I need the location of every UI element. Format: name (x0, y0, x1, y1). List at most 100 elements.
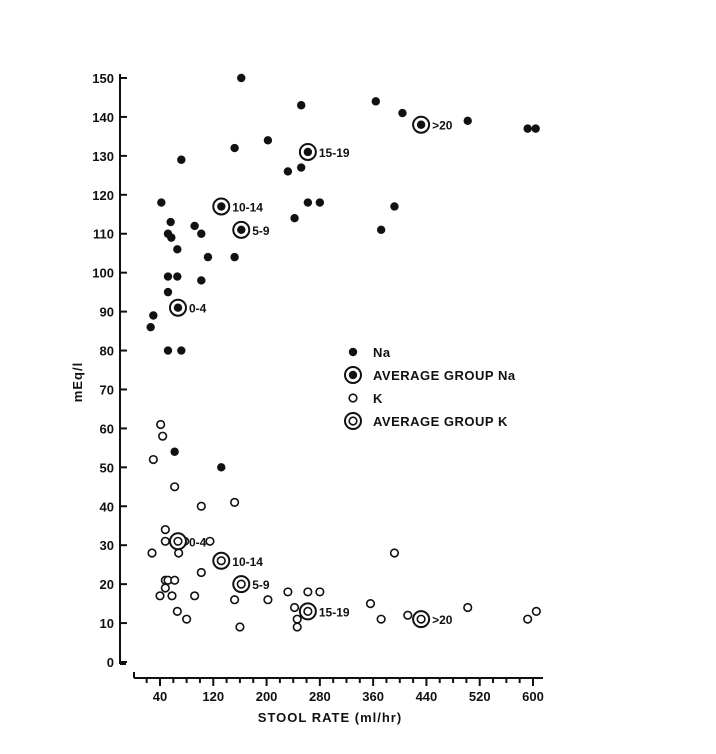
na-point (371, 97, 381, 106)
y-tick-label: 20 (100, 577, 114, 592)
data-marks (146, 73, 541, 632)
y-tick-label: 10 (100, 616, 114, 631)
na-point (297, 101, 306, 110)
legend: Na AVERAGE GROUP Na K AVERAGE GROUP K (344, 345, 516, 430)
k-point (172, 606, 182, 616)
na-point (290, 213, 299, 223)
na-point (146, 322, 155, 332)
legend-label: AVERAGE GROUP Na (373, 368, 516, 383)
na-point (163, 272, 173, 281)
k-point (463, 602, 473, 613)
avg-k-point (412, 610, 431, 629)
na-point (197, 276, 206, 285)
k-point (230, 497, 240, 507)
na-point (303, 198, 313, 207)
k-point (292, 614, 302, 624)
k-point (148, 454, 158, 465)
y-tick-label: 50 (100, 460, 114, 475)
x-tick-label: 600 (522, 689, 544, 704)
k-point (315, 587, 325, 597)
y-tick-label: 90 (100, 305, 114, 320)
na-point (283, 167, 293, 176)
group-annotation: 0-4 (189, 535, 207, 549)
group-annotation: 5-9 (252, 578, 270, 592)
group-annotation: 10-14 (232, 555, 263, 569)
x-axis-label: STOOL RATE (ml/hr) (258, 710, 402, 725)
k-point (289, 602, 300, 613)
x-tick-label: 520 (469, 689, 491, 704)
na-point (230, 143, 239, 153)
k-point (160, 583, 170, 593)
na-point (263, 136, 273, 145)
avg-na-point (412, 115, 431, 134)
na-point (177, 346, 186, 355)
k-point (170, 482, 180, 492)
na-point (217, 463, 226, 472)
na-point (390, 202, 399, 211)
k-point (155, 591, 165, 601)
avg-na-point (168, 298, 187, 317)
y-tick-label: 110 (93, 227, 114, 242)
group-annotation: 15-19 (319, 605, 350, 619)
k-point (263, 595, 273, 605)
avg-k-point (298, 602, 317, 621)
k-point (376, 614, 386, 624)
k-point (365, 598, 376, 609)
k-point (403, 610, 413, 620)
na-point (149, 311, 158, 320)
na-point (190, 221, 199, 231)
avg-na-point (232, 220, 251, 239)
na-point (315, 198, 325, 207)
k-point (160, 525, 170, 535)
na-point (398, 108, 407, 118)
k-point (230, 595, 240, 605)
k-point (147, 548, 157, 558)
na-point (463, 116, 472, 126)
k-point (182, 614, 192, 624)
na-point (376, 225, 386, 235)
y-tick-label: 120 (92, 188, 114, 203)
k-point (170, 575, 180, 585)
legend-label: Na (373, 345, 391, 360)
y-tick-label: 130 (92, 149, 114, 164)
na-point (173, 245, 182, 254)
na-point (197, 229, 206, 238)
avg-k-point (212, 551, 231, 570)
na-point (237, 73, 246, 83)
group-annotation: >20 (432, 119, 453, 133)
legend-marker (344, 412, 362, 430)
group-annotation: 10-14 (232, 200, 263, 214)
y-tick-label: 150 (92, 71, 114, 86)
k-point (174, 548, 184, 558)
x-tick-label: 120 (202, 689, 224, 704)
y-tick-label: 100 (92, 266, 114, 281)
k-point (235, 622, 245, 632)
na-point (531, 124, 540, 133)
avg-na-point (212, 197, 231, 216)
legend-label: K (373, 391, 383, 406)
group-annotation: >20 (432, 613, 453, 627)
group-annotation: 0-4 (189, 302, 207, 316)
x-tick-label: 440 (416, 689, 438, 704)
na-point (173, 272, 182, 281)
k-point (196, 567, 206, 578)
x-tick-label: 200 (256, 689, 278, 704)
k-point (292, 622, 302, 632)
legend-marker (344, 366, 362, 384)
na-point (170, 447, 179, 456)
k-point (523, 614, 533, 624)
y-tick-label: 30 (100, 538, 114, 553)
na-point (297, 163, 306, 172)
k-point (283, 587, 293, 597)
y-tick-label: 80 (100, 344, 114, 359)
x-tick-label: 280 (309, 689, 331, 704)
k-point (160, 536, 170, 546)
na-point (163, 287, 173, 297)
na-point (203, 252, 213, 262)
avg-k-point (168, 532, 187, 551)
group-annotation: 15-19 (319, 146, 350, 160)
y-tick-label: 140 (92, 110, 114, 125)
na-point (167, 233, 176, 242)
k-point (158, 431, 168, 441)
